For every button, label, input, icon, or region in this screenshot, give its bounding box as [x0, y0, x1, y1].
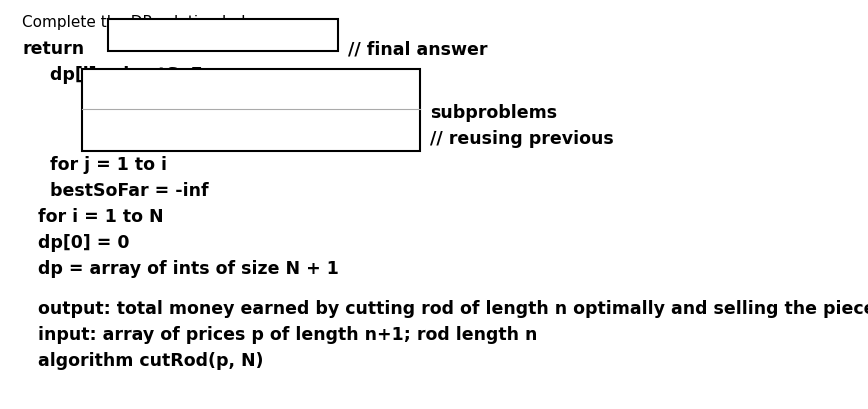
Text: for i = 1 to N: for i = 1 to N — [38, 207, 164, 225]
Text: dp[i] = bestSoFar: dp[i] = bestSoFar — [38, 66, 222, 84]
Bar — [82, 70, 420, 152]
Text: // reusing previous: // reusing previous — [430, 130, 614, 148]
Text: input: array of prices p of length n+1; rod length n: input: array of prices p of length n+1; … — [38, 325, 537, 343]
Bar — [108, 20, 338, 52]
Text: // final answer: // final answer — [348, 40, 488, 58]
Text: dp[0] = 0: dp[0] = 0 — [38, 234, 129, 252]
Text: dp = array of ints of size N + 1: dp = array of ints of size N + 1 — [38, 259, 339, 277]
Text: bestSoFar = -inf: bestSoFar = -inf — [38, 182, 208, 200]
Text: subproblems: subproblems — [430, 104, 557, 122]
Text: Complete the DP solution below.: Complete the DP solution below. — [22, 15, 271, 30]
Text: algorithm cutRod(p, N): algorithm cutRod(p, N) — [38, 351, 264, 369]
Text: for j = 1 to i: for j = 1 to i — [38, 155, 167, 173]
Text: output: total money earned by cutting rod of length n optimally and selling the : output: total money earned by cutting ro… — [38, 299, 868, 317]
Text: return: return — [22, 40, 84, 58]
